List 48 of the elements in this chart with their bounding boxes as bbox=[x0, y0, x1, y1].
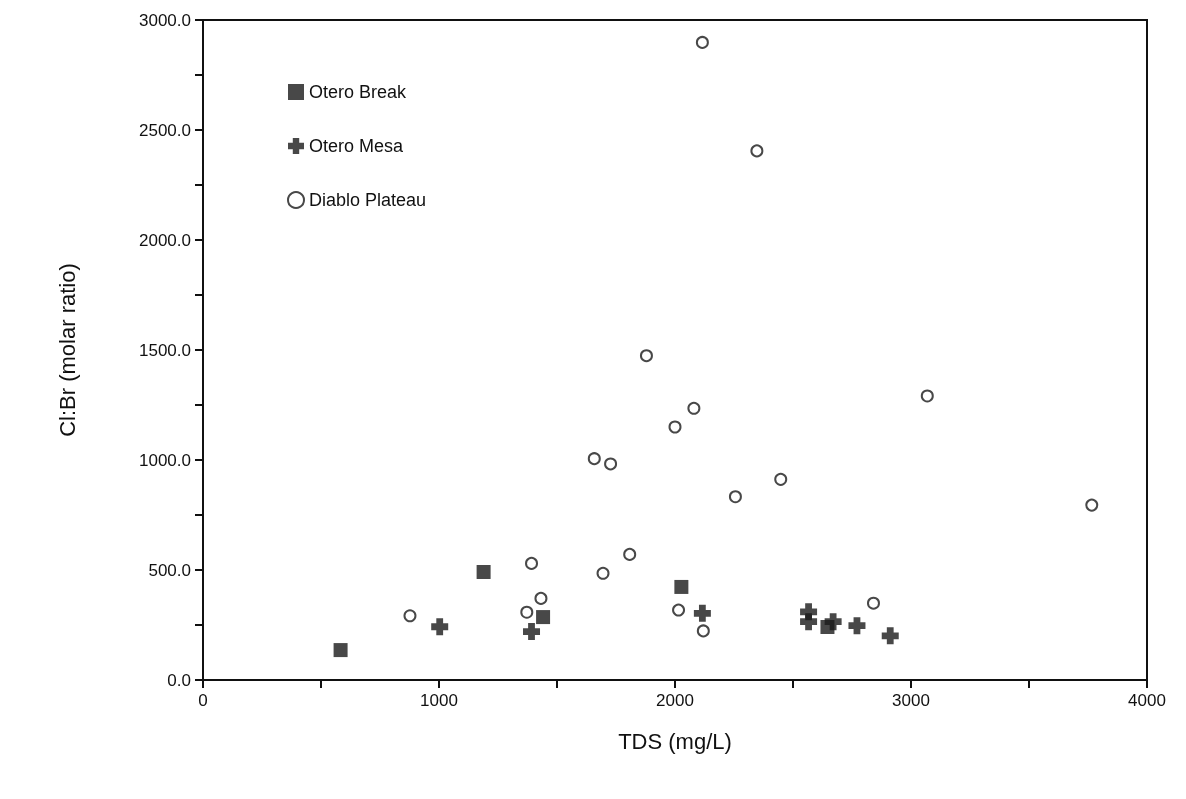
x-tick-label: 1000 bbox=[420, 691, 458, 710]
point bbox=[596, 566, 610, 580]
point bbox=[523, 623, 541, 641]
x-axis-title: TDS (mg/L) bbox=[618, 728, 732, 754]
point bbox=[674, 579, 689, 594]
x-tick-label: 2000 bbox=[656, 691, 694, 710]
point bbox=[604, 457, 618, 471]
point bbox=[623, 547, 637, 561]
point bbox=[866, 596, 880, 610]
y-tick-label: 1500.0 bbox=[139, 340, 191, 360]
point bbox=[431, 618, 449, 636]
point bbox=[476, 564, 491, 579]
legend-label: Diablo Plateau bbox=[309, 190, 427, 210]
x-tick-label: 0 bbox=[198, 691, 208, 710]
legend-label: Otero Mesa bbox=[309, 136, 405, 156]
point bbox=[800, 613, 818, 631]
point bbox=[1085, 498, 1099, 512]
point bbox=[881, 627, 899, 645]
y-tick-label: 3000.0 bbox=[139, 10, 191, 30]
point bbox=[728, 490, 742, 504]
point bbox=[536, 610, 551, 625]
y-tick-label: 0.0 bbox=[167, 670, 191, 690]
point bbox=[668, 420, 682, 434]
point bbox=[333, 643, 348, 658]
point bbox=[824, 613, 842, 631]
point bbox=[848, 617, 866, 635]
y-axis-title: Cl:Br (molar ratio) bbox=[54, 263, 80, 437]
point bbox=[639, 349, 653, 363]
point bbox=[534, 591, 548, 605]
y-tick-label: 500.0 bbox=[148, 560, 191, 580]
point bbox=[403, 609, 417, 623]
point bbox=[774, 472, 788, 486]
point bbox=[920, 389, 934, 403]
point bbox=[587, 452, 601, 466]
y-tick-label: 2500.0 bbox=[139, 120, 191, 140]
x-tick-label: 4000 bbox=[1128, 691, 1166, 710]
legend-label: Otero Break bbox=[309, 82, 408, 102]
point bbox=[750, 144, 764, 158]
y-tick-label: 2000.0 bbox=[139, 230, 191, 250]
point bbox=[696, 624, 710, 638]
point bbox=[525, 556, 539, 570]
point bbox=[520, 605, 534, 619]
point bbox=[687, 401, 701, 415]
point bbox=[693, 604, 711, 622]
point bbox=[695, 35, 709, 49]
point bbox=[672, 603, 686, 617]
x-tick-label: 3000 bbox=[892, 691, 930, 710]
y-tick-label: 1000.0 bbox=[139, 450, 191, 470]
